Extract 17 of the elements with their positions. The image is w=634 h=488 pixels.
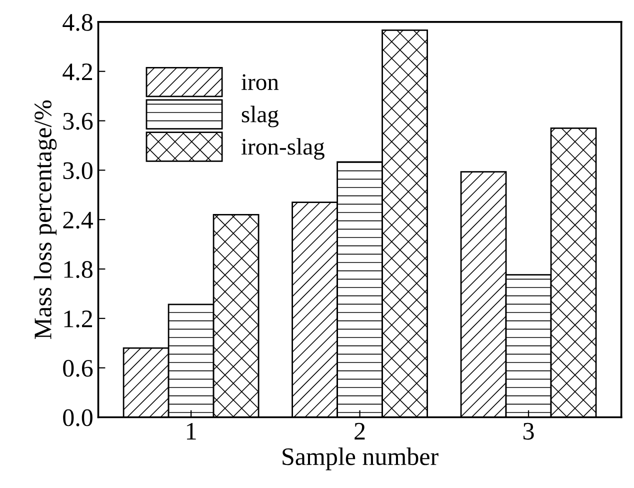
y-tick-label: 4.2 bbox=[62, 63, 92, 80]
y-tick-label: 3.6 bbox=[63, 112, 93, 130]
y-tick-label: 1.8 bbox=[64, 261, 92, 278]
y-tick-label: 0.6 bbox=[63, 360, 93, 377]
y-tick-label: 1.2 bbox=[64, 310, 92, 328]
legend-label: slag bbox=[242, 106, 279, 128]
y-tick-label: 0.0 bbox=[63, 409, 92, 426]
y-tick-label: 2.4 bbox=[63, 212, 94, 229]
y-tick-label: 3.0 bbox=[63, 162, 92, 180]
x-tick-label: 2 bbox=[354, 422, 365, 440]
x-tick-label: 1 bbox=[187, 422, 196, 440]
y-axis-title: Mass loss percentage/% bbox=[34, 100, 57, 339]
legend-label: iron bbox=[241, 74, 279, 90]
x-tick-label: 3 bbox=[523, 422, 534, 440]
x-axis-title: Sample number bbox=[282, 448, 438, 470]
legend-label: iron-slag bbox=[241, 138, 324, 160]
y-tick-label: 4.8 bbox=[62, 14, 92, 31]
